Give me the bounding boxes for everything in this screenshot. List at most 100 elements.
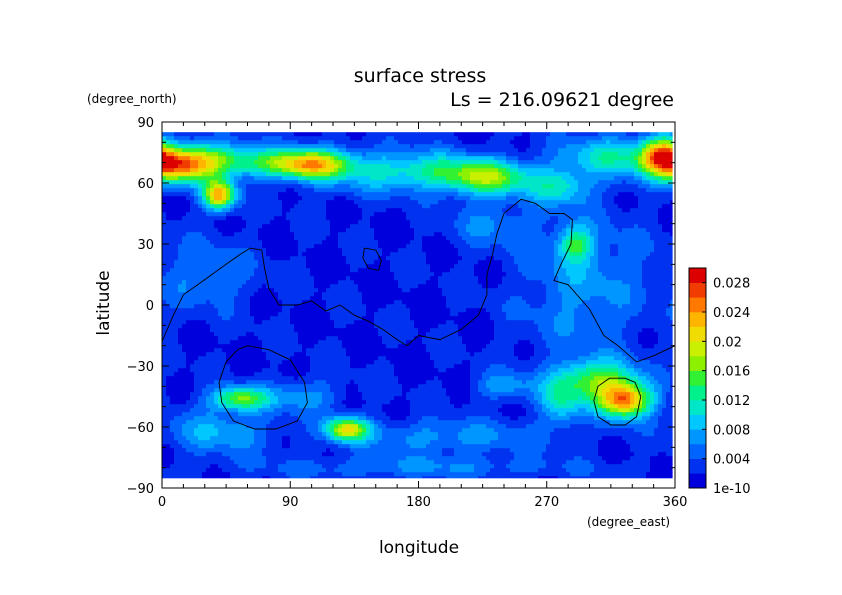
heatmap-cell [358,284,363,289]
heatmap-cell [182,208,187,213]
heatmap-cell [202,216,207,221]
heatmap-cell [202,268,207,273]
heatmap-cell [266,184,271,189]
heatmap-cell [314,248,319,253]
heatmap-cell [454,268,459,273]
heatmap-cell [638,264,643,269]
heatmap-cell [458,236,463,241]
heatmap-cell [598,252,603,257]
heatmap-cell [190,228,195,233]
heatmap-cell [638,140,643,145]
heatmap-cell [426,192,431,197]
heatmap-cell [294,188,299,193]
heatmap-cell [306,176,311,181]
heatmap-cell [270,180,275,185]
heatmap-cell [214,232,219,237]
heatmap-cell [266,136,271,141]
heatmap-cell [426,156,431,161]
heatmap-cell [662,136,667,141]
heatmap-cell [178,196,183,201]
heatmap-cell [582,192,587,197]
heatmap-cell [178,148,183,153]
heatmap-cell [214,248,219,253]
heatmap-cell [494,228,499,233]
heatmap-cell [270,224,275,229]
heatmap-cell [342,208,347,213]
heatmap-cell [258,276,263,281]
heatmap-cell [274,176,279,181]
heatmap-cell [318,276,323,281]
heatmap-cell [578,228,583,233]
heatmap-cell [662,168,667,173]
heatmap-cell [486,188,491,193]
heatmap-cell [350,264,355,269]
heatmap-cell [602,192,607,197]
heatmap-cell [658,236,663,241]
heatmap-cell [266,240,271,245]
heatmap-cell [330,252,335,257]
heatmap-cell [662,264,667,269]
heatmap-cell [510,228,515,233]
heatmap-cell [562,204,567,209]
heatmap-cell [474,160,479,165]
heatmap-cell [222,212,227,217]
heatmap-cell [334,204,339,209]
heatmap-cell [454,176,459,181]
heatmap-cell [630,164,635,169]
heatmap-cell [558,284,563,289]
heatmap-cell [530,160,535,165]
heatmap-cell [578,244,583,249]
heatmap-cell [446,156,451,161]
heatmap-cell [570,260,575,265]
heatmap-cell [566,132,571,137]
heatmap-cell [478,168,483,173]
heatmap-cell [386,152,391,157]
heatmap-cell [442,236,447,241]
heatmap-cell [478,164,483,169]
heatmap-cell [270,280,275,285]
heatmap-cell [650,148,655,153]
heatmap-cell [218,216,223,221]
heatmap-cell [538,240,543,245]
heatmap-cell [570,280,575,285]
heatmap-cell [458,276,463,281]
heatmap-cell [642,160,647,165]
heatmap-cell [590,284,595,289]
heatmap-cell [262,240,267,245]
heatmap-cell [542,140,547,145]
heatmap-cell [670,236,673,241]
heatmap-cell [518,228,523,233]
heatmap-cell [586,152,591,157]
heatmap-cell [506,216,511,221]
heatmap-cell [270,212,275,217]
heatmap-cell [166,192,171,197]
heatmap-cell [406,144,411,149]
heatmap-cell [230,280,235,285]
heatmap-cell [470,212,475,217]
heatmap-cell [638,232,643,237]
heatmap-cell [522,192,527,197]
heatmap-cell [438,212,443,217]
heatmap-cell [370,140,375,145]
heatmap-cell [270,192,275,197]
heatmap-cell [458,200,463,205]
heatmap-cell [554,212,559,217]
heatmap-cell [402,132,407,137]
heatmap-cell [246,184,251,189]
heatmap-cell [362,192,367,197]
heatmap-cell [226,248,231,253]
heatmap-cell [570,168,575,173]
heatmap-cell [166,140,171,145]
heatmap-cell [226,160,231,165]
heatmap-cell [598,276,603,281]
heatmap-cell [434,272,439,277]
heatmap-cell [386,252,391,257]
heatmap-cell [318,184,323,189]
heatmap-cell [618,276,623,281]
heatmap-cell [442,284,447,289]
heatmap-cell [602,284,607,289]
heatmap-cell [470,192,475,197]
heatmap-cell [274,232,279,237]
heatmap-cell [242,268,247,273]
heatmap-cell [650,204,655,209]
